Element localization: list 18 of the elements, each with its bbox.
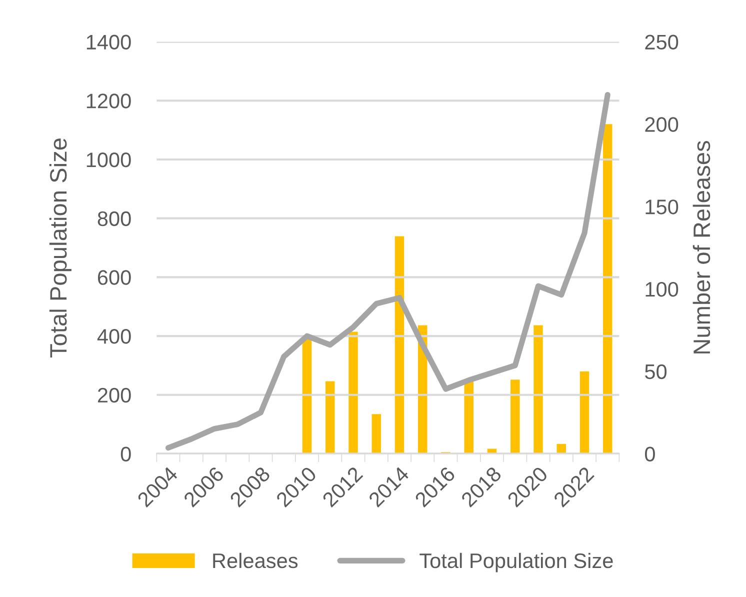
y2-tick-label: 0 bbox=[644, 446, 655, 462]
y-tick-label: 1200 bbox=[86, 94, 131, 108]
y2-axis-title: Number of Releases bbox=[692, 140, 710, 354]
y-tick-label: 1000 bbox=[86, 152, 131, 168]
y2-tick-label: 200 bbox=[645, 117, 678, 132]
y2-tick-label: 50 bbox=[645, 364, 667, 380]
y2-tick-label: 250 bbox=[645, 34, 678, 50]
y-axis-title: Total Population Size bbox=[49, 138, 72, 358]
y-tick-label: 800 bbox=[98, 211, 131, 226]
y-tick-label: 600 bbox=[98, 270, 131, 285]
legend-label: Total Population Size bbox=[420, 552, 613, 572]
y-tick-label: 1400 bbox=[86, 34, 131, 50]
y2-tick-label: 100 bbox=[646, 282, 678, 297]
legend-label: Releases bbox=[213, 552, 298, 568]
y-tick-label: 0 bbox=[120, 446, 131, 462]
y-tick-label: 400 bbox=[97, 329, 131, 344]
y-tick-label: 200 bbox=[98, 388, 131, 403]
y2-tick-label: 150 bbox=[646, 200, 678, 214]
